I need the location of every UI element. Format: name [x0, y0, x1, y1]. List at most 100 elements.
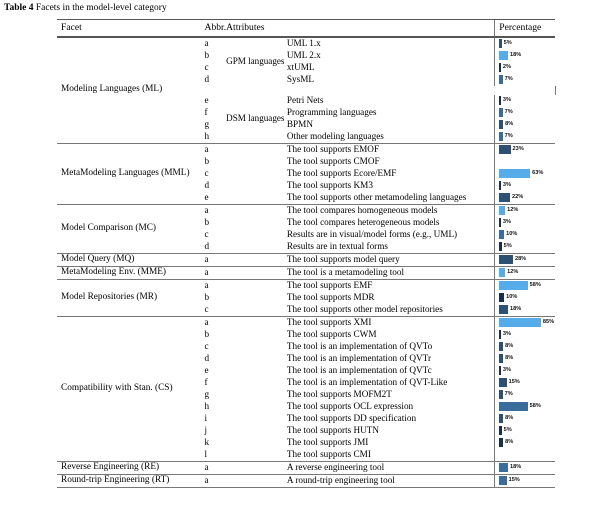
- attribute-text: Results are in visual/model forms (e.g.,…: [286, 228, 458, 239]
- percentage-cell: 85%: [494, 315, 556, 329]
- attribute-text: The tool supports other model repositori…: [286, 303, 443, 314]
- facet-name: Reverse Engineering (RE): [57, 460, 205, 475]
- percentage-cell: 5%: [494, 424, 556, 437]
- percentage-label: 15%: [508, 476, 520, 483]
- table-row: l The tool supports CMI: [57, 448, 605, 462]
- table-row: g The tool supports MOFM2T 7%: [57, 388, 605, 401]
- attribute-text: The tool supports Ecore/EMF: [286, 167, 397, 178]
- percentage-cell: 18%: [494, 303, 556, 317]
- table-row: c The tool supports other model repositor…: [57, 303, 605, 317]
- percentage-bar-wrapper: 22%: [499, 193, 555, 202]
- percentage-bar: [499, 378, 507, 387]
- percentage-bar-wrapper: 5%: [499, 426, 555, 435]
- table-row: i The tool supports DD specification 8%: [57, 412, 605, 425]
- row-abbr: c: [204, 303, 209, 314]
- attribute-text: The tool supports HUTN: [286, 424, 380, 435]
- attribute-group-label: [226, 142, 287, 205]
- header-row: Facet Abbr. Attributes Percentage: [57, 18, 605, 37]
- percentage-bar: [499, 96, 501, 105]
- percentage-bar-wrapper: 18%: [499, 305, 555, 314]
- header-abbr: Abbr.: [204, 18, 227, 37]
- attribute-text: Petri Nets: [286, 94, 324, 105]
- attribute-text: BPMN: [286, 118, 313, 129]
- table-row: Round-trip Engineering (RT) a A round-trip…: [57, 473, 605, 488]
- percentage-bar: [499, 75, 503, 84]
- percentage-cell: 5%: [494, 240, 556, 254]
- row-abbr: h: [204, 400, 210, 411]
- percentage-label: 18%: [510, 51, 522, 58]
- percentage-cell: 7%: [494, 73, 556, 86]
- table-row: b The tool supports CMOF: [57, 155, 605, 168]
- attribute-text: The tool is an implementation of QVTc: [286, 364, 432, 375]
- percentage-bar: [499, 438, 504, 447]
- attribute-text: The tool compares heterogeneous models: [286, 216, 440, 227]
- bottom-rule-percentage-cell: [494, 486, 556, 500]
- percentage-label: 12%: [507, 268, 519, 275]
- percentage-label: 8%: [505, 342, 514, 349]
- attribute-text: UML 2.x: [286, 49, 321, 60]
- attribute-text: UML 1.x: [286, 35, 495, 50]
- percentage-cell: 3%: [494, 94, 556, 107]
- row-abbr: f: [204, 376, 208, 387]
- percentage-cell: 8%: [494, 118, 556, 131]
- percentage-bar-wrapper: 15%: [499, 476, 555, 485]
- percentage-label: 10%: [506, 230, 518, 237]
- attribute-text: The tool is a metamodeling tool: [286, 265, 495, 280]
- percentage-cell: 7%: [494, 130, 556, 144]
- percentage-cell: 5%: [494, 35, 556, 50]
- percentage-label: 5%: [503, 242, 512, 249]
- attribute-text: The tool is an implementation of QVTr: [286, 352, 432, 363]
- percentage-bar-wrapper: 3%: [499, 96, 555, 105]
- percentage-label: 5%: [503, 426, 512, 433]
- percentage-bar: [499, 268, 506, 277]
- percentage-bar-wrapper: 10%: [499, 230, 555, 239]
- spacer-percentage-cell: [554, 85, 605, 95]
- percentage-cell: 7%: [494, 106, 556, 119]
- caption-text: Facets in the model-level category: [35, 3, 167, 13]
- table-row: e The tool supports other metamodeling la…: [57, 191, 605, 205]
- row-abbr: f: [204, 106, 208, 117]
- percentage-cell: [494, 155, 556, 168]
- percentage-label: 7%: [504, 390, 513, 397]
- row-abbr: a: [204, 203, 227, 217]
- table-row: Model Comparison (MC) a The tool compares …: [57, 203, 605, 254]
- percentage-cell: 15%: [494, 376, 556, 389]
- percentage-bar: [499, 132, 503, 141]
- table-row: e DSM languages Petri Nets 3%: [57, 94, 605, 123]
- attribute-text: The tool supports other metamodeling lan…: [286, 191, 467, 202]
- percentage-bar: [499, 230, 505, 239]
- percentage-bar: [499, 342, 504, 351]
- attribute-text: Programming languages: [286, 106, 377, 117]
- percentage-bar: [499, 181, 501, 190]
- spacer-cell: [205, 86, 555, 95]
- row-abbr: a: [204, 265, 227, 280]
- row-abbr: a: [204, 35, 227, 50]
- table-row: d Results are in textual forms 5%: [57, 240, 605, 254]
- percentage-bar: [499, 293, 505, 302]
- percentage-label: 12%: [507, 206, 519, 213]
- row-abbr: e: [204, 191, 209, 202]
- percentage-cell: 8%: [494, 412, 556, 425]
- percentage-bar-wrapper: 23%: [499, 145, 555, 154]
- percentage-label: 28%: [514, 255, 527, 262]
- percentage-bar-wrapper: 2%: [499, 63, 555, 72]
- percentage-label: 22%: [512, 193, 524, 200]
- attribute-text: The tool supports EMOF: [286, 142, 495, 156]
- percentage-bar-wrapper: 58%: [499, 402, 555, 411]
- row-abbr: l: [204, 448, 208, 459]
- percentage-bar-wrapper: 18%: [499, 51, 555, 60]
- percentage-label: 58%: [529, 281, 541, 288]
- attribute-text: The tool supports MDR: [286, 291, 375, 302]
- percentage-bar: [499, 402, 528, 411]
- percentage-cell: 22%: [494, 191, 556, 205]
- row-abbr: g: [204, 388, 210, 399]
- row-abbr: d: [204, 179, 210, 190]
- percentage-label: 3%: [502, 218, 511, 225]
- percentage-bar: [499, 169, 531, 178]
- facet-name: MetaModeling Env. (MME): [57, 265, 205, 280]
- header-attributes: Attributes: [226, 18, 287, 37]
- row-abbr: c: [204, 167, 209, 178]
- percentage-cell: 12%: [494, 203, 556, 217]
- percentage-bar: [499, 242, 502, 251]
- percentage-bar-wrapper: 8%: [499, 438, 555, 447]
